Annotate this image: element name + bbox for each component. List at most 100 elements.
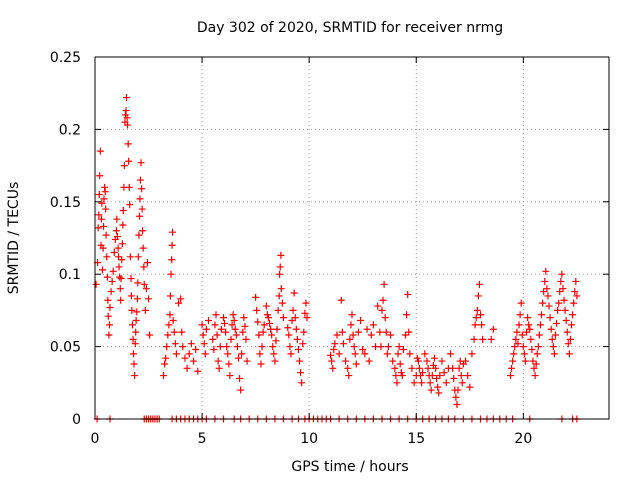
- data-point: [140, 280, 148, 288]
- data-point: [525, 321, 533, 329]
- data-point: [380, 280, 388, 288]
- data-point: [404, 290, 412, 298]
- data-point: [129, 335, 137, 343]
- data-point: [296, 357, 304, 365]
- data-point: [104, 312, 112, 320]
- data-point: [243, 357, 251, 365]
- data-point: [104, 296, 112, 304]
- data-point: [277, 285, 285, 293]
- data-point: [162, 354, 170, 362]
- data-point: [531, 372, 539, 380]
- data-point: [342, 357, 350, 365]
- data-point: [233, 343, 241, 351]
- data-point: [105, 331, 113, 339]
- data-point: [264, 314, 272, 322]
- data-point: [345, 372, 353, 380]
- data-point: [515, 321, 523, 329]
- data-point: [570, 299, 578, 307]
- data-point: [260, 321, 268, 329]
- data-point: [114, 244, 122, 252]
- data-point: [478, 321, 486, 329]
- data-point: [438, 357, 446, 365]
- data-point: [374, 302, 382, 310]
- data-point: [408, 364, 416, 372]
- data-point: [205, 317, 213, 325]
- data-point: [103, 273, 111, 281]
- data-point: [268, 331, 276, 339]
- data-point: [221, 319, 229, 327]
- data-point: [230, 317, 238, 325]
- data-point: [139, 227, 147, 235]
- data-point: [427, 386, 435, 394]
- data-point: [118, 240, 126, 248]
- data-point: [516, 311, 524, 319]
- data-point: [117, 296, 125, 304]
- data-point: [112, 227, 120, 235]
- data-point: [387, 331, 395, 339]
- data-point: [285, 331, 293, 339]
- data-point: [464, 372, 472, 380]
- data-point: [100, 195, 108, 203]
- data-point: [99, 244, 107, 252]
- data-point: [544, 292, 552, 300]
- data-point: [143, 259, 151, 267]
- data-point: [545, 302, 553, 310]
- data-point: [140, 263, 148, 271]
- data-point: [302, 299, 310, 307]
- data-point: [449, 364, 457, 372]
- y-tick-label: 0: [72, 412, 81, 428]
- data-point: [106, 304, 114, 312]
- data-point: [435, 389, 443, 397]
- chart-title: Day 302 of 2020, SRMTID for receiver nrm…: [197, 20, 503, 36]
- data-point: [276, 270, 284, 278]
- data-point: [557, 277, 565, 285]
- data-point: [378, 306, 386, 314]
- data-point: [442, 379, 450, 387]
- data-point: [532, 360, 540, 368]
- data-point: [555, 299, 563, 307]
- data-point: [217, 325, 225, 333]
- data-point: [419, 369, 427, 377]
- data-point: [124, 121, 132, 129]
- data-point: [125, 183, 133, 191]
- data-point: [554, 306, 562, 314]
- data-point: [95, 191, 103, 199]
- data-point: [430, 354, 438, 362]
- data-point: [518, 331, 526, 339]
- data-point: [566, 335, 574, 343]
- data-point: [119, 221, 127, 229]
- data-point: [471, 321, 479, 329]
- data-point: [568, 321, 576, 329]
- data-point: [274, 306, 282, 314]
- data-point: [178, 328, 186, 336]
- data-point: [98, 199, 106, 207]
- data-point: [102, 205, 110, 213]
- data-point: [560, 296, 568, 304]
- data-point: [125, 157, 133, 165]
- data-point: [395, 343, 403, 351]
- data-point: [163, 343, 171, 351]
- data-point: [171, 340, 179, 348]
- data-point: [455, 364, 463, 372]
- data-point: [543, 285, 551, 293]
- data-point: [377, 343, 385, 351]
- data-point: [399, 345, 407, 353]
- data-point: [169, 228, 177, 236]
- data-point: [254, 318, 262, 326]
- data-point: [396, 360, 404, 368]
- data-point: [136, 212, 144, 220]
- data-point: [276, 263, 284, 271]
- data-point: [96, 147, 104, 155]
- data-point: [223, 343, 231, 351]
- data-point: [521, 357, 529, 365]
- data-point: [165, 321, 173, 329]
- y-tick-label: 0.2: [59, 122, 81, 138]
- data-point: [339, 340, 347, 348]
- axis-ticks: 0 5 10 15 20 0 0.05 0.1 0.15 0.2 0.25: [50, 50, 609, 447]
- data-point: [470, 335, 478, 343]
- x-axis-label: GPS time / hours: [291, 459, 408, 475]
- data-point: [475, 280, 483, 288]
- data-point: [474, 292, 482, 300]
- data-point: [291, 314, 299, 322]
- data-point: [132, 317, 140, 325]
